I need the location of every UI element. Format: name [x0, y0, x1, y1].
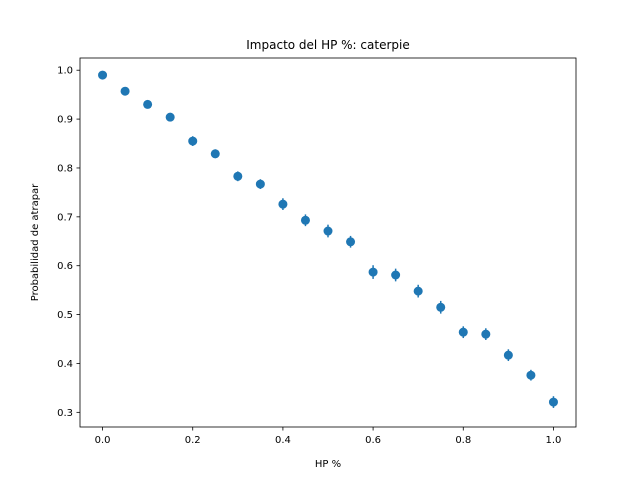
data-point	[300, 215, 310, 225]
y-tick-label: 1.0	[57, 66, 73, 77]
x-tick-label: 1.0	[546, 435, 562, 446]
x-tick-label: 0.0	[95, 435, 111, 446]
y-tick-label: 0.8	[57, 163, 73, 174]
data-point	[120, 86, 130, 96]
x-tick-label: 0.4	[275, 435, 291, 446]
data-point	[188, 136, 198, 146]
data-point	[548, 397, 558, 407]
plot-area	[80, 58, 576, 427]
data-point	[481, 329, 491, 339]
chart-title: Impacto del HP %: caterpie	[246, 38, 409, 52]
data-point	[233, 171, 243, 181]
data-point	[526, 370, 536, 380]
data-point	[413, 286, 423, 296]
x-tick-label: 0.8	[455, 435, 471, 446]
plot-frame	[79, 57, 577, 428]
data-point	[346, 237, 356, 247]
y-tick-label: 0.3	[57, 408, 73, 419]
y-axis-ticks: 0.3 0.4 0.5 0.6 0.7 0.8 0.9 1.0	[57, 66, 80, 419]
y-axis-label: Probabilidad de atrapar	[30, 183, 41, 301]
x-tick-label: 0.2	[185, 435, 201, 446]
y-tick-label: 0.6	[57, 261, 73, 272]
y-tick-label: 0.9	[57, 115, 73, 126]
data-point	[368, 267, 378, 277]
data-point	[436, 302, 446, 312]
y-tick-label: 0.7	[57, 212, 73, 223]
data-point	[98, 70, 108, 80]
x-tick-label: 0.6	[365, 435, 381, 446]
y-tick-label: 0.4	[57, 359, 73, 370]
x-axis-label: HP %	[315, 459, 341, 470]
data-point	[143, 99, 153, 109]
data-points-group	[98, 70, 558, 407]
data-point	[165, 112, 175, 122]
data-point	[391, 270, 401, 280]
data-point	[210, 149, 220, 159]
data-point	[323, 226, 333, 236]
data-point	[503, 350, 513, 360]
y-tick-label: 0.5	[57, 310, 73, 321]
data-point	[278, 199, 288, 209]
data-point	[458, 327, 468, 337]
data-point	[255, 179, 265, 189]
x-axis-ticks: 0.0 0.2 0.4 0.6 0.8 1.0	[95, 427, 562, 446]
